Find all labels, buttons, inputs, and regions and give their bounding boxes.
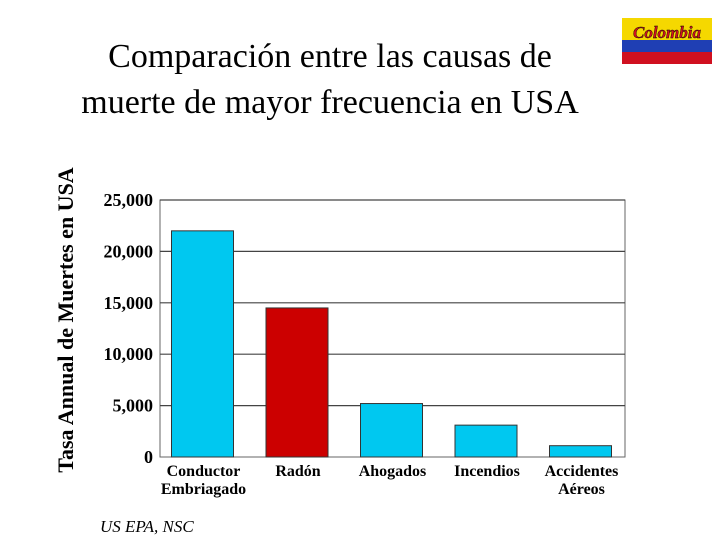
source-credit: US EPA, NSC [100,517,194,536]
bar [454,424,518,458]
x-category-label: Incendios [454,463,520,480]
y-tick-label: 10,000 [104,344,154,364]
title-line-2: muerte de mayor frecuencia en USA [81,84,579,121]
x-category-label: Radón [275,463,320,480]
x-category-label: Embriagado [161,481,246,498]
x-category-label: Ahogados [359,463,427,480]
y-tick-label: 20,000 [104,241,154,261]
bar [171,230,234,458]
bar [265,307,329,458]
svg-text:Colombia: Colombia [633,23,702,42]
bar [549,445,612,458]
y-tick-label: 0 [144,447,153,467]
bar [360,403,423,458]
x-category-label: Aéreos [558,481,605,498]
x-category-label: Conductor [167,463,241,480]
colombia-flag-logo: Colombia [622,18,712,64]
y-tick-label: 25,000 [104,190,154,210]
title-line-1: Comparación entre las causas de [108,38,552,75]
y-tick-label: 5,000 [113,396,154,416]
x-category-label: Accidentes [545,463,619,480]
y-tick-label: 15,000 [104,293,154,313]
page-title: Comparación entre las causas de muerte d… [0,34,660,126]
